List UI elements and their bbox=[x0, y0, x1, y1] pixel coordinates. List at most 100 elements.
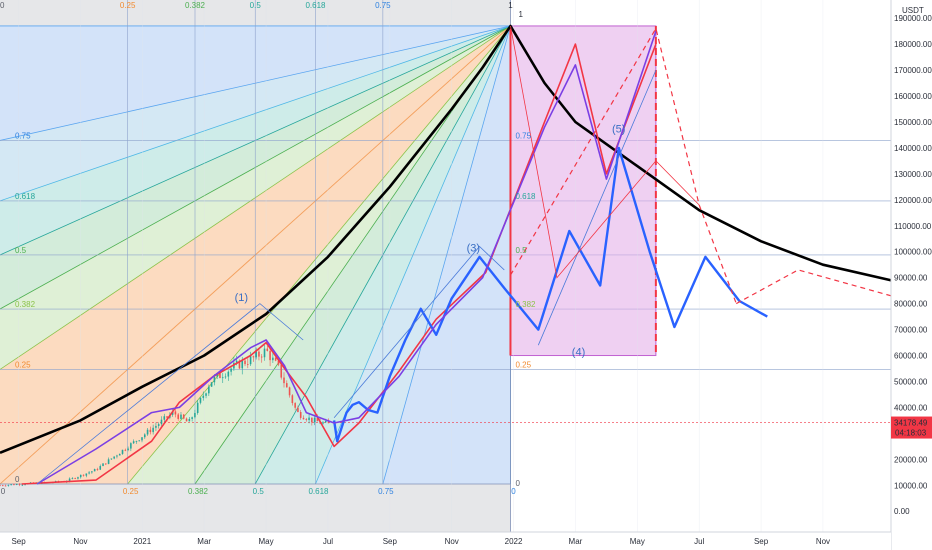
fib-top-label: 0 bbox=[0, 1, 5, 10]
candle-body bbox=[272, 357, 274, 361]
candle-body bbox=[93, 469, 96, 472]
x-tick-label: Sep bbox=[383, 537, 398, 546]
y-tick-label: 170000.00 bbox=[894, 66, 932, 75]
fib-top-label: 0.75 bbox=[375, 1, 391, 10]
fib-mid-label: 0.618 bbox=[515, 192, 536, 201]
candle-body bbox=[194, 413, 196, 418]
fib-mid-zero: 0 bbox=[515, 479, 520, 488]
y-axis[interactable]: 190000.00 180000.00 170000.00 160000.00 1500… bbox=[890, 0, 932, 550]
x-tick-label: Jul bbox=[694, 537, 704, 546]
x-tick-label: Nov bbox=[445, 537, 459, 546]
candle-body bbox=[15, 484, 18, 485]
fib-bottom-label: 0.618 bbox=[308, 487, 329, 496]
price-badge-value: 34178.49 bbox=[894, 419, 928, 428]
candle-body bbox=[127, 448, 129, 451]
fib-side-label: 0.382 bbox=[15, 300, 36, 309]
candle-body bbox=[0, 485, 1, 487]
candle-body bbox=[274, 357, 277, 361]
candle-body bbox=[280, 364, 283, 378]
candle-body bbox=[260, 356, 263, 358]
y-tick-label: 0.00 bbox=[894, 507, 910, 516]
price-badge-box bbox=[891, 416, 932, 439]
x-tick-label: May bbox=[630, 537, 645, 546]
candle-body bbox=[21, 484, 24, 486]
candle-body bbox=[305, 419, 308, 421]
candle-body bbox=[252, 356, 255, 358]
y-tick-label: 180000.00 bbox=[894, 40, 932, 49]
series-line-3 bbox=[36, 30, 657, 485]
fib-bottom-label: 0.382 bbox=[188, 487, 209, 496]
candle-body bbox=[235, 360, 238, 363]
x-tick-label: Sep bbox=[11, 537, 26, 546]
fib-mid-label: 0.25 bbox=[515, 360, 531, 369]
wave-lines bbox=[0, 24, 891, 485]
y-tick-label: 90000.00 bbox=[894, 274, 928, 283]
candle-body bbox=[266, 348, 269, 351]
candle-body bbox=[24, 484, 26, 486]
candle-body bbox=[124, 449, 127, 451]
candle-body bbox=[7, 484, 10, 486]
candle-body bbox=[299, 411, 302, 418]
candle-body bbox=[163, 416, 166, 420]
candle-body bbox=[230, 368, 232, 372]
candle-body bbox=[141, 437, 143, 441]
candle-body bbox=[149, 429, 152, 433]
candle-body bbox=[263, 348, 266, 358]
candle-body bbox=[99, 466, 102, 470]
fib-top-label: 0.382 bbox=[185, 1, 206, 10]
y-tick-label: 120000.00 bbox=[894, 196, 932, 205]
fib-bottom-label: 0 bbox=[1, 487, 6, 496]
candle-body bbox=[227, 371, 230, 377]
candle-body bbox=[18, 484, 21, 485]
series-line-2 bbox=[332, 146, 768, 443]
candle-body bbox=[160, 419, 163, 425]
candle-body bbox=[132, 441, 135, 444]
y-axis-background bbox=[891, 0, 932, 550]
fib-bottom-label: 0.5 bbox=[253, 487, 265, 496]
y-tick-label: 40000.00 bbox=[894, 403, 928, 412]
candle-body bbox=[277, 360, 280, 365]
fib-bottom-label: 0.25 bbox=[123, 487, 139, 496]
candle-body bbox=[91, 471, 93, 473]
candle-body bbox=[113, 456, 115, 459]
candle-body bbox=[196, 402, 199, 414]
y-tick-label: 10000.00 bbox=[894, 481, 928, 490]
candle-body bbox=[219, 373, 221, 379]
candle-body bbox=[202, 395, 205, 398]
candle-body bbox=[213, 376, 216, 383]
y-tick-label: 150000.00 bbox=[894, 118, 932, 127]
candle-body bbox=[116, 455, 118, 457]
price-badge-countdown: 04:18:03 bbox=[895, 429, 927, 438]
candle-body bbox=[311, 417, 313, 423]
candle-body bbox=[291, 395, 294, 404]
fib-side-label: 0.618 bbox=[15, 192, 36, 201]
y-tick-label: 20000.00 bbox=[894, 455, 928, 464]
y-tick-label: 140000.00 bbox=[894, 144, 932, 153]
y-tick-label: 70000.00 bbox=[894, 326, 928, 335]
candle-body bbox=[4, 485, 7, 487]
x-axis[interactable]: Sep Nov 2021 Mar May Jul Sep Nov 2022 Mar May Jul Se… bbox=[0, 531, 891, 550]
candle-body bbox=[130, 443, 132, 449]
candle-body bbox=[121, 449, 124, 454]
currency-label: USDT bbox=[902, 6, 924, 15]
candle-body bbox=[316, 417, 319, 422]
candle-body bbox=[210, 382, 213, 387]
candle-body bbox=[102, 463, 104, 467]
candle-body bbox=[180, 414, 182, 419]
candle-body bbox=[177, 414, 179, 419]
candle-body bbox=[157, 424, 160, 426]
x-tick-label: Nov bbox=[816, 537, 830, 546]
candle-body bbox=[146, 429, 149, 435]
candle-body bbox=[155, 425, 157, 428]
channel-line-3 bbox=[510, 25, 700, 279]
candle-body bbox=[258, 351, 260, 357]
candle-body bbox=[107, 459, 110, 464]
candle-body bbox=[88, 472, 90, 474]
candle-body bbox=[269, 350, 271, 361]
candle-body bbox=[79, 474, 82, 478]
x-tick-label: Nov bbox=[73, 537, 87, 546]
channel-line-2 bbox=[537, 69, 657, 346]
candle-body bbox=[185, 418, 188, 422]
x-tick-label: 2022 bbox=[505, 537, 523, 546]
